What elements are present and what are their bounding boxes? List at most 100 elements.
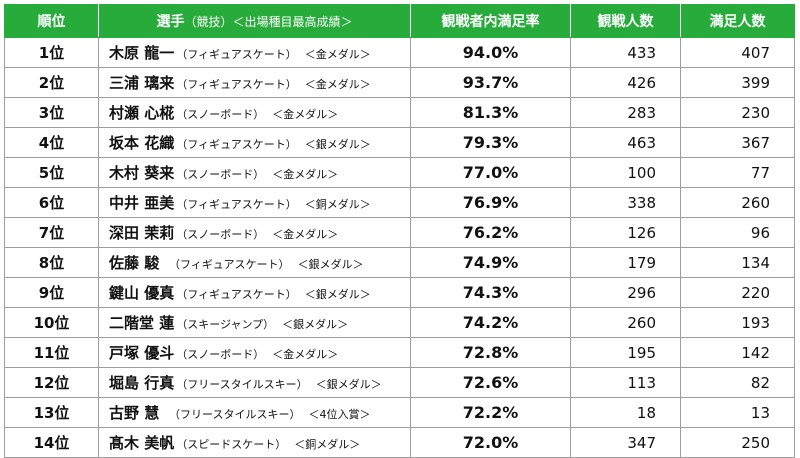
- table-row: 14位 髙木 美帆 （スピードスケート） ＜銅メダル＞ 72.0% 347 250: [4, 427, 795, 458]
- athlete-event: （スキージャンプ）: [176, 318, 275, 331]
- athlete-name: 古野 慧: [109, 404, 160, 422]
- rank-cell: 1位: [4, 37, 99, 68]
- viewers-cell: 18: [570, 397, 681, 428]
- athlete-cell: 戸塚 優斗 （スノーボード） ＜金メダル＞: [98, 337, 411, 368]
- rank-cell: 7位: [4, 217, 99, 248]
- athlete-cell: 古野 慧 （フリースタイルスキー） ＜4位入賞＞: [98, 397, 411, 428]
- athlete-name: 三浦 璃来: [109, 74, 175, 92]
- viewers-cell: 195: [570, 337, 681, 368]
- header-row: 順位 選手（競技）＜出場種目最高成績＞ 観戦者内満足率 観戦人数 満足人数: [4, 4, 795, 38]
- table-row: 2位 三浦 璃来 （フィギュアスケート） ＜金メダル＞ 93.7% 426 399: [4, 67, 795, 98]
- table-row: 12位 堀島 行真 （フリースタイルスキー） ＜銀メダル＞ 72.6% 113 82: [4, 367, 795, 398]
- athlete-cell: 佐藤 駿 （フィギュアスケート） ＜銀メダル＞: [98, 247, 411, 278]
- header-athlete-label: 選手: [156, 14, 185, 30]
- satisfied-cell: 260: [680, 187, 795, 218]
- athlete-event: （フィギュアスケート）: [176, 198, 297, 211]
- athlete-result: ＜金メダル＞: [272, 108, 339, 121]
- athlete-name: 二階堂 蓮: [109, 314, 175, 332]
- athlete-name: 坂本 花織: [109, 134, 175, 152]
- rank-cell: 12位: [4, 367, 99, 398]
- header-satisfied: 満足人数: [680, 4, 795, 38]
- athlete-cell: 深田 茉莉 （スノーボード） ＜金メダル＞: [98, 217, 411, 248]
- athlete-cell: 堀島 行真 （フリースタイルスキー） ＜銀メダル＞: [98, 367, 411, 398]
- athlete-cell: 村瀬 心椛 （スノーボード） ＜金メダル＞: [98, 97, 411, 128]
- athlete-result: ＜金メダル＞: [272, 228, 339, 241]
- table-row: 6位 中井 亜美 （フィギュアスケート） ＜銅メダル＞ 76.9% 338 260: [4, 187, 795, 218]
- rank-cell: 6位: [4, 187, 99, 218]
- athlete-cell: 鍵山 優真 （フィギュアスケート） ＜銀メダル＞: [98, 277, 411, 308]
- athlete-cell: 木村 葵来 （スノーボード） ＜金メダル＞: [98, 157, 411, 188]
- viewers-cell: 347: [570, 427, 681, 458]
- rank-cell: 8位: [4, 247, 99, 278]
- table-row: 13位 古野 慧 （フリースタイルスキー） ＜4位入賞＞ 72.2% 18 13: [4, 397, 795, 428]
- table-row: 7位 深田 茉莉 （スノーボード） ＜金メダル＞ 76.2% 126 96: [4, 217, 795, 248]
- athlete-event: （フリースタイルスキー）: [169, 408, 301, 421]
- table-body: 1位 木原 龍一 （フィギュアスケート） ＜金メダル＞ 94.0% 433 407 2位 三浦 …: [4, 37, 795, 458]
- table-row: 4位 坂本 花織 （フィギュアスケート） ＜銀メダル＞ 79.3% 463 367: [4, 127, 795, 158]
- athlete-name: 木原 龍一: [109, 44, 175, 62]
- table-row: 11位 戸塚 優斗 （スノーボード） ＜金メダル＞ 72.8% 195 142: [4, 337, 795, 368]
- rank-cell: 2位: [4, 67, 99, 98]
- satisfied-cell: 96: [680, 217, 795, 248]
- athlete-event: （スノーボード）: [176, 168, 265, 181]
- satisfaction-rate-cell: 76.2%: [410, 217, 571, 248]
- header-rank: 順位: [4, 4, 99, 38]
- rank-cell: 10位: [4, 307, 99, 338]
- athlete-name: 堀島 行真: [109, 374, 175, 392]
- satisfied-cell: 134: [680, 247, 795, 278]
- satisfaction-rate-cell: 76.9%: [410, 187, 571, 218]
- athlete-result: ＜銀メダル＞: [304, 288, 371, 301]
- athlete-result: ＜銀メダル＞: [297, 258, 364, 271]
- athlete-event: （スノーボード）: [176, 348, 265, 361]
- athlete-result: ＜銅メダル＞: [294, 438, 361, 451]
- satisfaction-rate-cell: 72.6%: [410, 367, 571, 398]
- athlete-event: （スノーボード）: [176, 108, 265, 121]
- athlete-result: ＜銀メダル＞: [282, 318, 349, 331]
- athlete-name: 深田 茉莉: [109, 224, 175, 242]
- viewers-cell: 433: [570, 37, 681, 68]
- athlete-name: 村瀬 心椛: [109, 104, 175, 122]
- viewers-cell: 113: [570, 367, 681, 398]
- viewers-cell: 126: [570, 217, 681, 248]
- athlete-cell: 二階堂 蓮（スキージャンプ） ＜銀メダル＞: [98, 307, 411, 338]
- viewers-cell: 296: [570, 277, 681, 308]
- viewers-cell: 338: [570, 187, 681, 218]
- rank-cell: 14位: [4, 427, 99, 458]
- athlete-result: ＜4位入賞＞: [308, 408, 371, 421]
- athlete-event: （フリースタイルスキー）: [176, 378, 308, 391]
- athlete-name: 戸塚 優斗: [109, 344, 175, 362]
- satisfaction-rate-cell: 93.7%: [410, 67, 571, 98]
- satisfied-cell: 142: [680, 337, 795, 368]
- viewers-cell: 463: [570, 127, 681, 158]
- satisfied-cell: 367: [680, 127, 795, 158]
- athlete-result: ＜金メダル＞: [304, 78, 371, 91]
- satisfaction-ranking-table: 順位 選手（競技）＜出場種目最高成績＞ 観戦者内満足率 観戦人数 満足人数 1位…: [4, 4, 795, 458]
- athlete-result: ＜金メダル＞: [272, 348, 339, 361]
- athlete-event: （フィギュアスケート）: [176, 138, 297, 151]
- header-athlete: 選手（競技）＜出場種目最高成績＞: [98, 4, 411, 38]
- satisfied-cell: 250: [680, 427, 795, 458]
- satisfied-cell: 399: [680, 67, 795, 98]
- table-row: 10位 二階堂 蓮（スキージャンプ） ＜銀メダル＞ 74.2% 260 193: [4, 307, 795, 338]
- athlete-cell: 中井 亜美 （フィギュアスケート） ＜銅メダル＞: [98, 187, 411, 218]
- satisfied-cell: 230: [680, 97, 795, 128]
- viewers-cell: 260: [570, 307, 681, 338]
- satisfaction-rate-cell: 72.8%: [410, 337, 571, 368]
- athlete-name: 髙木 美帆: [109, 434, 175, 452]
- satisfied-cell: 220: [680, 277, 795, 308]
- satisfaction-rate-cell: 79.3%: [410, 127, 571, 158]
- athlete-name: 中井 亜美: [109, 194, 175, 212]
- satisfaction-rate-cell: 74.9%: [410, 247, 571, 278]
- table-row: 1位 木原 龍一 （フィギュアスケート） ＜金メダル＞ 94.0% 433 407: [4, 37, 795, 68]
- viewers-cell: 283: [570, 97, 681, 128]
- athlete-name: 鍵山 優真: [109, 284, 175, 302]
- athlete-name: 佐藤 駿: [109, 254, 160, 272]
- satisfaction-rate-cell: 72.0%: [410, 427, 571, 458]
- rank-cell: 9位: [4, 277, 99, 308]
- table-row: 3位 村瀬 心椛 （スノーボード） ＜金メダル＞ 81.3% 283 230: [4, 97, 795, 128]
- header-rate: 観戦者内満足率: [410, 4, 571, 38]
- satisfied-cell: 407: [680, 37, 795, 68]
- athlete-result: ＜銀メダル＞: [304, 138, 371, 151]
- table-row: 9位 鍵山 優真 （フィギュアスケート） ＜銀メダル＞ 74.3% 296 220: [4, 277, 795, 308]
- athlete-cell: 坂本 花織 （フィギュアスケート） ＜銀メダル＞: [98, 127, 411, 158]
